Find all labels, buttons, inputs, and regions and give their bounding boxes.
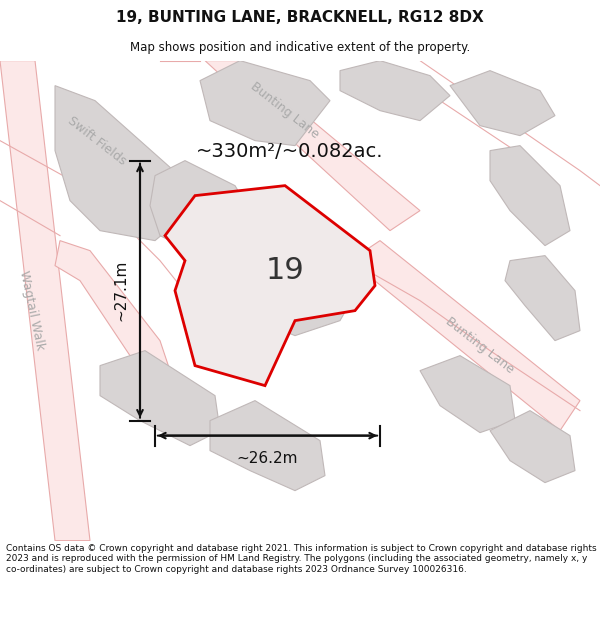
Polygon shape [350, 241, 580, 431]
Polygon shape [210, 401, 325, 491]
Text: Wagtail Walk: Wagtail Walk [17, 269, 47, 352]
Polygon shape [150, 161, 250, 256]
Polygon shape [340, 61, 450, 121]
Polygon shape [490, 146, 570, 246]
Text: 19: 19 [266, 256, 304, 285]
Text: ~26.2m: ~26.2m [237, 451, 298, 466]
Polygon shape [0, 61, 90, 541]
Text: Map shows position and indicative extent of the property.: Map shows position and indicative extent… [130, 41, 470, 54]
Polygon shape [100, 351, 220, 446]
Polygon shape [505, 256, 580, 341]
Polygon shape [225, 231, 360, 336]
Polygon shape [205, 61, 420, 231]
Text: Contains OS data © Crown copyright and database right 2021. This information is : Contains OS data © Crown copyright and d… [6, 544, 596, 574]
Text: Bunting Lane: Bunting Lane [248, 80, 322, 141]
Polygon shape [55, 86, 200, 241]
Text: ~330m²/~0.082ac.: ~330m²/~0.082ac. [196, 142, 384, 161]
Polygon shape [450, 71, 555, 136]
Polygon shape [490, 411, 575, 482]
Text: ~27.1m: ~27.1m [113, 260, 128, 321]
Polygon shape [420, 356, 515, 432]
Text: Swift Fields: Swift Fields [65, 114, 128, 168]
Polygon shape [55, 241, 170, 386]
Text: Bunting Lane: Bunting Lane [443, 315, 517, 376]
Polygon shape [165, 186, 375, 386]
Text: 19, BUNTING LANE, BRACKNELL, RG12 8DX: 19, BUNTING LANE, BRACKNELL, RG12 8DX [116, 11, 484, 26]
Polygon shape [200, 61, 330, 146]
